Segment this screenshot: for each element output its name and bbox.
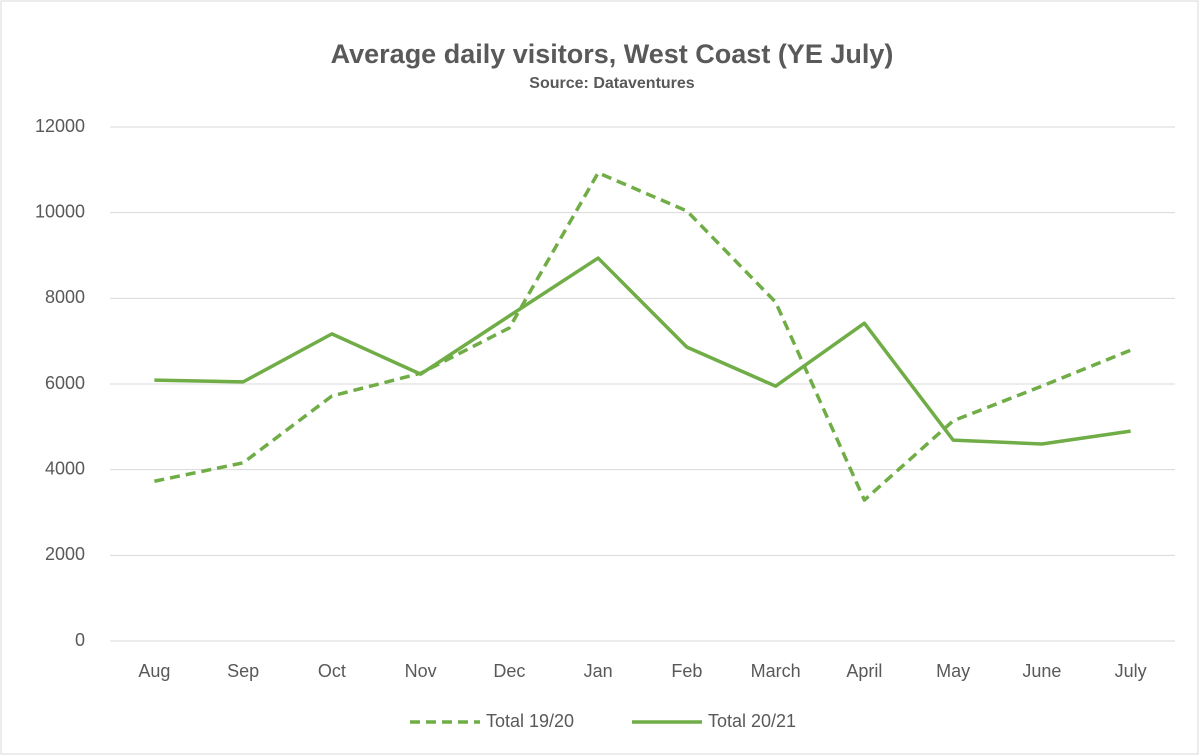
legend-label: Total 19/20 [486,711,574,731]
x-tick-label: April [846,661,882,681]
chart-title: Average daily visitors, West Coast (YE J… [331,39,894,69]
y-tick-label: 0 [75,630,85,650]
x-tick-label: July [1115,661,1147,681]
x-tick-label: Oct [318,661,346,681]
x-tick-label: Feb [671,661,702,681]
x-tick-label: Jan [584,661,613,681]
chart-subtitle: Source: Dataventures [529,75,694,92]
y-tick-label: 12000 [35,116,85,136]
x-tick-label: June [1022,661,1061,681]
x-tick-label: Dec [493,661,525,681]
legend-label: Total 20/21 [708,711,796,731]
y-tick-label: 8000 [45,287,85,307]
series-line [154,171,1132,502]
series-line [154,256,1131,446]
x-tick-label: March [751,661,801,681]
x-tick-label: Nov [405,661,437,681]
y-tick-label: 6000 [45,373,85,393]
y-tick-label: 10000 [35,201,85,221]
x-tick-label: Aug [138,661,170,681]
x-tick-label: Sep [227,661,259,681]
y-tick-label: 2000 [45,544,85,564]
y-tick-label: 4000 [45,458,85,478]
x-tick-label: May [936,661,970,681]
